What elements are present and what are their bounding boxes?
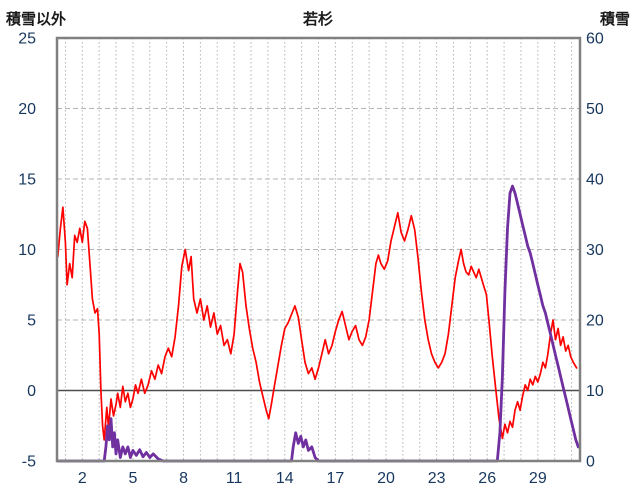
y-left-tick-label: 25 bbox=[18, 31, 36, 48]
y-left-tick-label: 0 bbox=[27, 383, 36, 400]
x-tick-label: 29 bbox=[529, 470, 547, 487]
x-tick-label: 5 bbox=[128, 470, 137, 487]
x-tick-label: 23 bbox=[428, 470, 446, 487]
left-axis-title: 積雪以外 bbox=[6, 11, 67, 28]
non-snow-line bbox=[56, 206, 578, 441]
y-left-tick-label: 20 bbox=[18, 101, 36, 118]
y-right-tick-label: 40 bbox=[586, 172, 604, 189]
y-right-tick-label: 30 bbox=[586, 242, 604, 259]
x-tick-label: 2 bbox=[78, 470, 87, 487]
x-tick-label: 14 bbox=[276, 470, 294, 487]
x-tick-label: 26 bbox=[478, 470, 496, 487]
y-right-tick-label: 50 bbox=[586, 101, 604, 118]
y-right-tick-label: 20 bbox=[586, 313, 604, 330]
x-tick-label: 17 bbox=[326, 470, 344, 487]
snow-depth-line bbox=[56, 184, 580, 463]
chart-title-row: 積雪以外 若杉 積雪 bbox=[0, 6, 636, 28]
x-tick-label: 8 bbox=[179, 470, 188, 487]
y-left-tick-label: -5 bbox=[22, 454, 36, 471]
plot-frame bbox=[55, 36, 582, 463]
y-left-tick-label: 5 bbox=[27, 313, 36, 330]
y-right-tick-label: 0 bbox=[586, 454, 595, 471]
x-tick-label: 11 bbox=[226, 470, 243, 487]
y-left-tick-label: 15 bbox=[18, 172, 36, 189]
y-right-tick-label: 60 bbox=[586, 31, 604, 48]
chart-title: 若杉 bbox=[302, 11, 333, 28]
x-tick-label: 20 bbox=[377, 470, 395, 487]
y-right-tick-label: 10 bbox=[586, 383, 604, 400]
right-axis-title: 積雪 bbox=[599, 11, 630, 28]
y-left-tick-label: 10 bbox=[18, 242, 36, 259]
